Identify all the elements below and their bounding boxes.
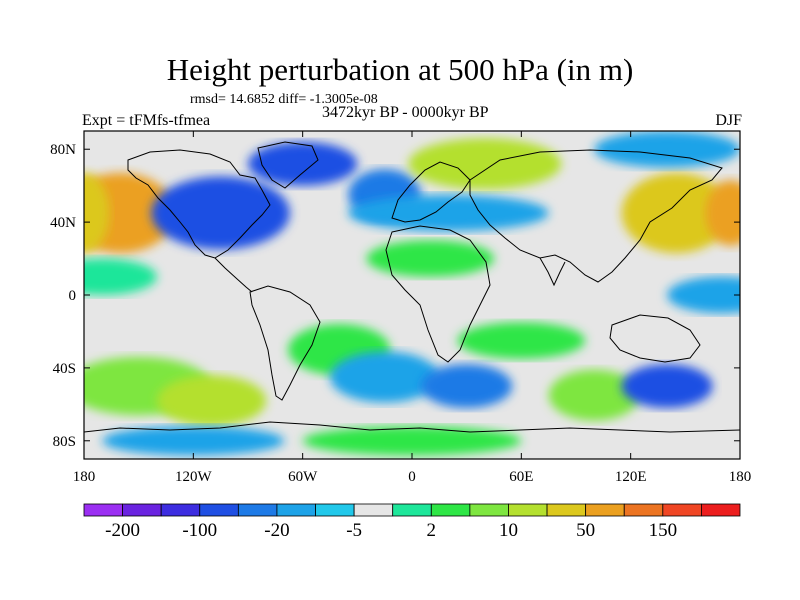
period-label: 3472kyr BP - 0000kyr BP (322, 104, 489, 121)
colorbar-box (83, 503, 123, 517)
colorbar-box (199, 503, 239, 517)
colorbar-box (276, 503, 316, 517)
anomaly-region-11 (84, 258, 157, 295)
map-title: Height perturbation at 500 hPa (in m) (166, 52, 634, 87)
coastline-australia (609, 314, 701, 363)
coastline-india (539, 257, 566, 287)
colorbar-box (430, 503, 471, 517)
coastline-central-america (214, 257, 253, 293)
anomaly-region-4 (247, 141, 358, 186)
coastline-greenland (257, 141, 319, 189)
anomaly-region-15 (457, 322, 586, 359)
colorbar-box (122, 503, 162, 517)
season-label: DJF (715, 112, 742, 129)
colorbar-box (508, 503, 548, 517)
coastline-africa (385, 225, 491, 363)
lat-tick-label: 0 (69, 288, 77, 304)
experiment-label: Expt = tFMfs-tfmea (82, 112, 211, 129)
anomaly-field (84, 131, 740, 456)
anomaly-region-17 (156, 375, 267, 427)
anomaly-region-22 (302, 426, 522, 456)
lon-tick-label: 180 (73, 469, 96, 485)
anomaly-region-20 (548, 369, 640, 421)
lon-tick-label: 120E (615, 469, 647, 485)
anomaly-region-3 (151, 176, 290, 250)
colorbar-label: 10 (499, 520, 518, 541)
coastline-antarctica (84, 421, 740, 433)
colorbar-box (160, 503, 201, 517)
coastline-asia (469, 149, 723, 283)
colorbar-box (315, 503, 355, 517)
anomaly-region-1 (84, 172, 176, 254)
colorbar: -200 -100 -20 -5 2 10 50 150 (83, 503, 741, 541)
anomaly-region-12 (366, 240, 494, 277)
anomaly-region-9 (705, 180, 740, 246)
colorbar-label: -20 (264, 520, 289, 541)
colorbar-label: 2 (427, 520, 437, 541)
colorbar-box (662, 503, 702, 517)
colorbar-label: -200 (105, 520, 140, 541)
lon-tick-label: 0 (408, 469, 416, 485)
anomaly-region-21 (621, 364, 713, 408)
lat-tick-label: 80N (50, 142, 76, 158)
colorbar-box (546, 503, 587, 517)
coastlines (84, 141, 740, 433)
colorbar-box (585, 503, 625, 517)
axis-ticks: 80N 40N 0 40S 80S 180 120W 60W 0 60E 120E 180 (50, 131, 751, 485)
lon-tick-label: 180 (729, 469, 752, 485)
lat-tick-label: 40N (50, 215, 76, 231)
lon-tick-label: 120W (175, 469, 213, 485)
anomaly-region-10 (594, 131, 740, 168)
anomaly-region-13 (667, 276, 740, 314)
anomaly-region-7 (348, 194, 549, 232)
anomaly-region-2 (84, 172, 110, 254)
anomaly-region-19 (421, 364, 513, 408)
colorbar-label: -5 (346, 520, 362, 541)
colorbar-label: -100 (182, 520, 217, 541)
lon-tick-label: 60E (509, 469, 533, 485)
anomaly-region-23 (102, 426, 285, 456)
anomaly-region-8 (621, 172, 731, 254)
anomaly-region-6 (408, 138, 562, 190)
colorbar-box (353, 503, 394, 517)
colorbar-box (469, 503, 509, 517)
colorbar-box (701, 503, 741, 517)
colorbar-label: 50 (576, 520, 595, 541)
rmsd-stats: rmsd= 14.6852 diff= -1.3005e-08 (190, 92, 378, 107)
coastline-north-america (127, 149, 271, 259)
anomaly-region-18 (330, 351, 440, 403)
lat-tick-label: 80S (53, 434, 76, 450)
colorbar-box (392, 503, 432, 517)
colorbar-label: 150 (649, 520, 678, 541)
lat-tick-label: 40S (53, 361, 76, 377)
colorbar-box (237, 503, 278, 517)
colorbar-box (623, 503, 664, 517)
lon-tick-label: 60W (288, 469, 318, 485)
coastline-south-america (249, 285, 321, 401)
